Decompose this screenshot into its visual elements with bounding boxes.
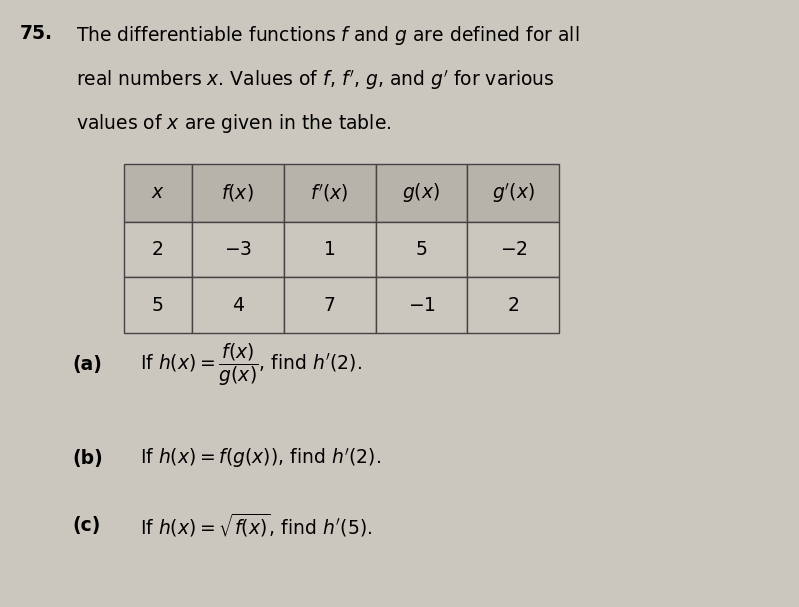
Bar (192, 222, 284, 277)
Text: If $h(x) = f(g(x))$, find $h'(2)$.: If $h(x) = f(g(x))$, find $h'(2)$. (140, 446, 381, 470)
Bar (124, 222, 192, 277)
Text: 2: 2 (507, 296, 519, 315)
Text: (c): (c) (72, 515, 101, 535)
Text: $f(x)$: $f(x)$ (221, 182, 254, 203)
Text: The differentiable functions $f$ and $g$ are defined for all: The differentiable functions $f$ and $g$… (76, 24, 579, 47)
Text: If $h(x) = \dfrac{f(x)}{g(x)}$, find $h'(2)$.: If $h(x) = \dfrac{f(x)}{g(x)}$, find $h'… (140, 341, 362, 388)
Text: $-3$: $-3$ (224, 240, 252, 259)
Bar (124, 277, 192, 333)
Text: (a): (a) (72, 354, 101, 374)
Text: $-1$: $-1$ (407, 296, 435, 315)
Text: If $h(x) = \sqrt{f(x)}$, find $h'(5)$.: If $h(x) = \sqrt{f(x)}$, find $h'(5)$. (140, 512, 372, 538)
Text: 1: 1 (324, 240, 336, 259)
Text: 5: 5 (152, 296, 164, 315)
Bar (284, 164, 376, 222)
Bar (376, 277, 467, 333)
Text: $x$: $x$ (151, 183, 165, 202)
Bar (376, 164, 467, 222)
Text: 7: 7 (324, 296, 336, 315)
Text: $g(x)$: $g(x)$ (403, 181, 440, 204)
Text: 2: 2 (152, 240, 164, 259)
Text: 5: 5 (415, 240, 427, 259)
Bar (467, 222, 559, 277)
Bar (284, 222, 376, 277)
Bar (124, 164, 192, 222)
Text: 4: 4 (232, 296, 244, 315)
Text: values of $x$ are given in the table.: values of $x$ are given in the table. (76, 112, 392, 135)
Text: $-2$: $-2$ (499, 240, 527, 259)
Text: $g'(x)$: $g'(x)$ (492, 181, 535, 205)
Bar (467, 277, 559, 333)
Text: $f'(x)$: $f'(x)$ (311, 181, 348, 204)
Text: real numbers $x$. Values of $f$, $f'$, $g$, and $g'$ for various: real numbers $x$. Values of $f$, $f'$, $… (76, 68, 555, 92)
Text: 75.: 75. (20, 24, 53, 43)
Bar (284, 277, 376, 333)
Bar (192, 164, 284, 222)
Bar (376, 222, 467, 277)
Bar (467, 164, 559, 222)
Text: (b): (b) (72, 449, 102, 468)
Bar (192, 277, 284, 333)
